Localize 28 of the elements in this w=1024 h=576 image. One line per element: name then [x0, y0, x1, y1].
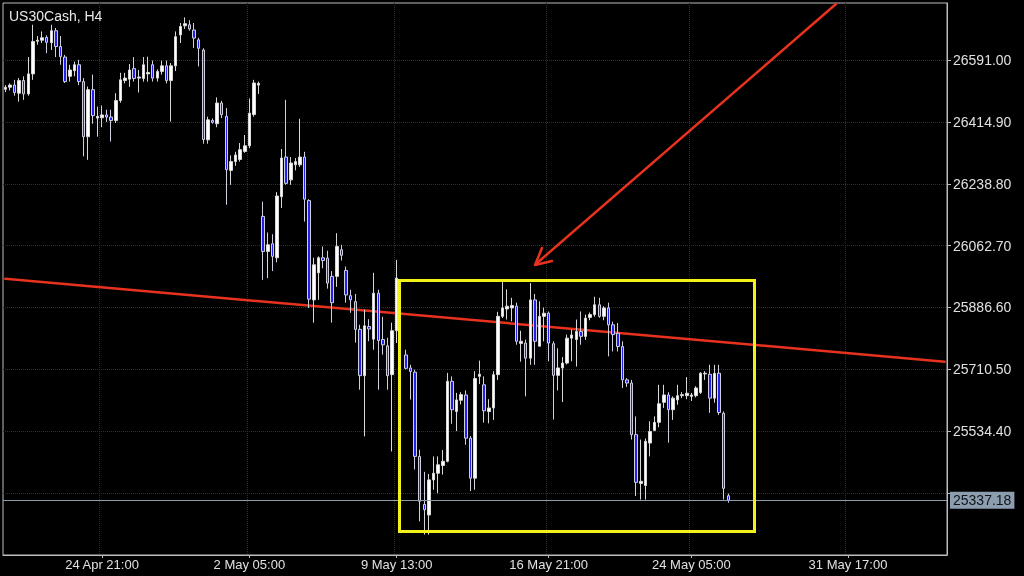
candlestick — [146, 56, 150, 83]
x-tick-label: 24 May 05:00 — [652, 557, 731, 572]
candlestick — [727, 493, 730, 504]
y-tick-label: 25886.60 — [953, 299, 1012, 316]
y-tick-label: 26238.80 — [953, 175, 1012, 192]
candlestick — [473, 370, 477, 491]
candlestick — [17, 77, 21, 103]
ref-line-label: 25337.18 — [953, 492, 1012, 509]
candlestick — [478, 360, 481, 385]
candlestick — [657, 384, 661, 428]
x-tick-label: 9 May 13:00 — [360, 557, 433, 572]
candlestick — [215, 96, 219, 128]
x-tick-label: 31 May 17:00 — [808, 557, 888, 572]
candlestick — [179, 22, 182, 44]
candlestick — [197, 37, 200, 68]
y-tick-label: 25534.40 — [953, 422, 1012, 439]
candlestick — [192, 22, 196, 49]
y-tick-label: 26414.90 — [953, 114, 1012, 130]
y-tick-label: 26062.70 — [953, 237, 1012, 254]
candlestick — [722, 410, 725, 501]
x-tick-label: 16 May 21:00 — [509, 557, 589, 572]
candlestick — [183, 16, 187, 30]
x-tick-label: 24 Apr 21:00 — [65, 557, 139, 572]
y-tick-label: 25710.50 — [953, 361, 1012, 378]
y-tick-label: 26591.00 — [953, 52, 1012, 69]
x-tick-label: 2 May 05:00 — [213, 557, 286, 572]
chart-title: US30Cash, H4 — [9, 8, 103, 24]
candlestick — [717, 364, 721, 416]
